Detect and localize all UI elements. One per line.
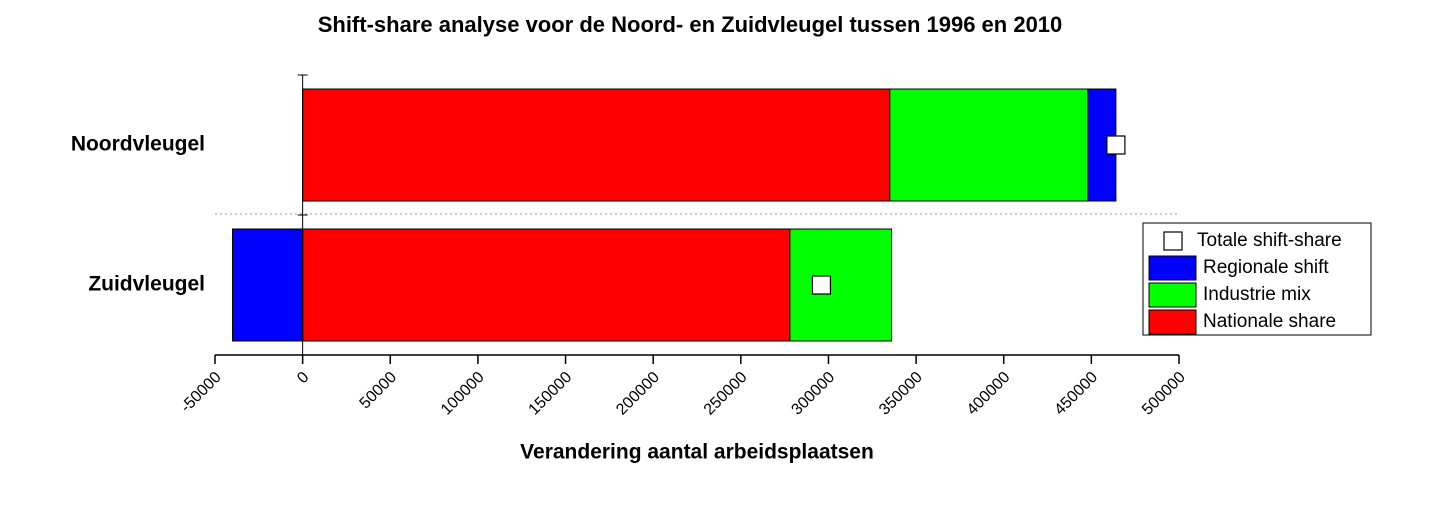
x-tick-label: 400000 <box>964 369 1014 419</box>
y-tick-label: Zuidvleugel <box>88 273 205 296</box>
total-marker <box>1106 135 1126 155</box>
chart-title: Shift-share analyse voor de Noord- en Zu… <box>318 12 1063 37</box>
y-tick-label: Noordvleugel <box>71 133 205 156</box>
x-tick-label: -50000 <box>178 369 225 416</box>
bar <box>302 88 891 202</box>
total-marker <box>811 275 832 295</box>
legend-label: Nationale share <box>1203 311 1336 332</box>
x-tick-label: 350000 <box>876 369 926 419</box>
bar <box>302 228 791 342</box>
bar <box>889 88 1089 202</box>
x-tick-label: 0 <box>294 369 312 387</box>
legend-swatch <box>1148 282 1197 308</box>
x-tick-label: 450000 <box>1051 369 1101 419</box>
bar <box>789 228 893 342</box>
x-tick-label: 250000 <box>701 369 751 419</box>
x-tick-label: 50000 <box>357 369 401 413</box>
x-tick-label: 200000 <box>613 369 663 419</box>
bar <box>232 228 304 342</box>
x-axis-label: Verandering aantal arbeidsplaatsen <box>520 441 874 464</box>
legend-swatch <box>1148 255 1197 281</box>
legend-label: Totale shift-share <box>1197 230 1342 251</box>
x-tick-label: 100000 <box>438 369 488 419</box>
x-tick-label: 150000 <box>526 369 576 419</box>
x-tick-label: 500000 <box>1139 369 1189 419</box>
legend-marker <box>1163 231 1183 251</box>
legend-label: Regionale shift <box>1203 257 1329 278</box>
legend-label: Industrie mix <box>1203 284 1311 305</box>
legend-swatch <box>1148 309 1197 335</box>
x-tick-label: 300000 <box>788 369 838 419</box>
